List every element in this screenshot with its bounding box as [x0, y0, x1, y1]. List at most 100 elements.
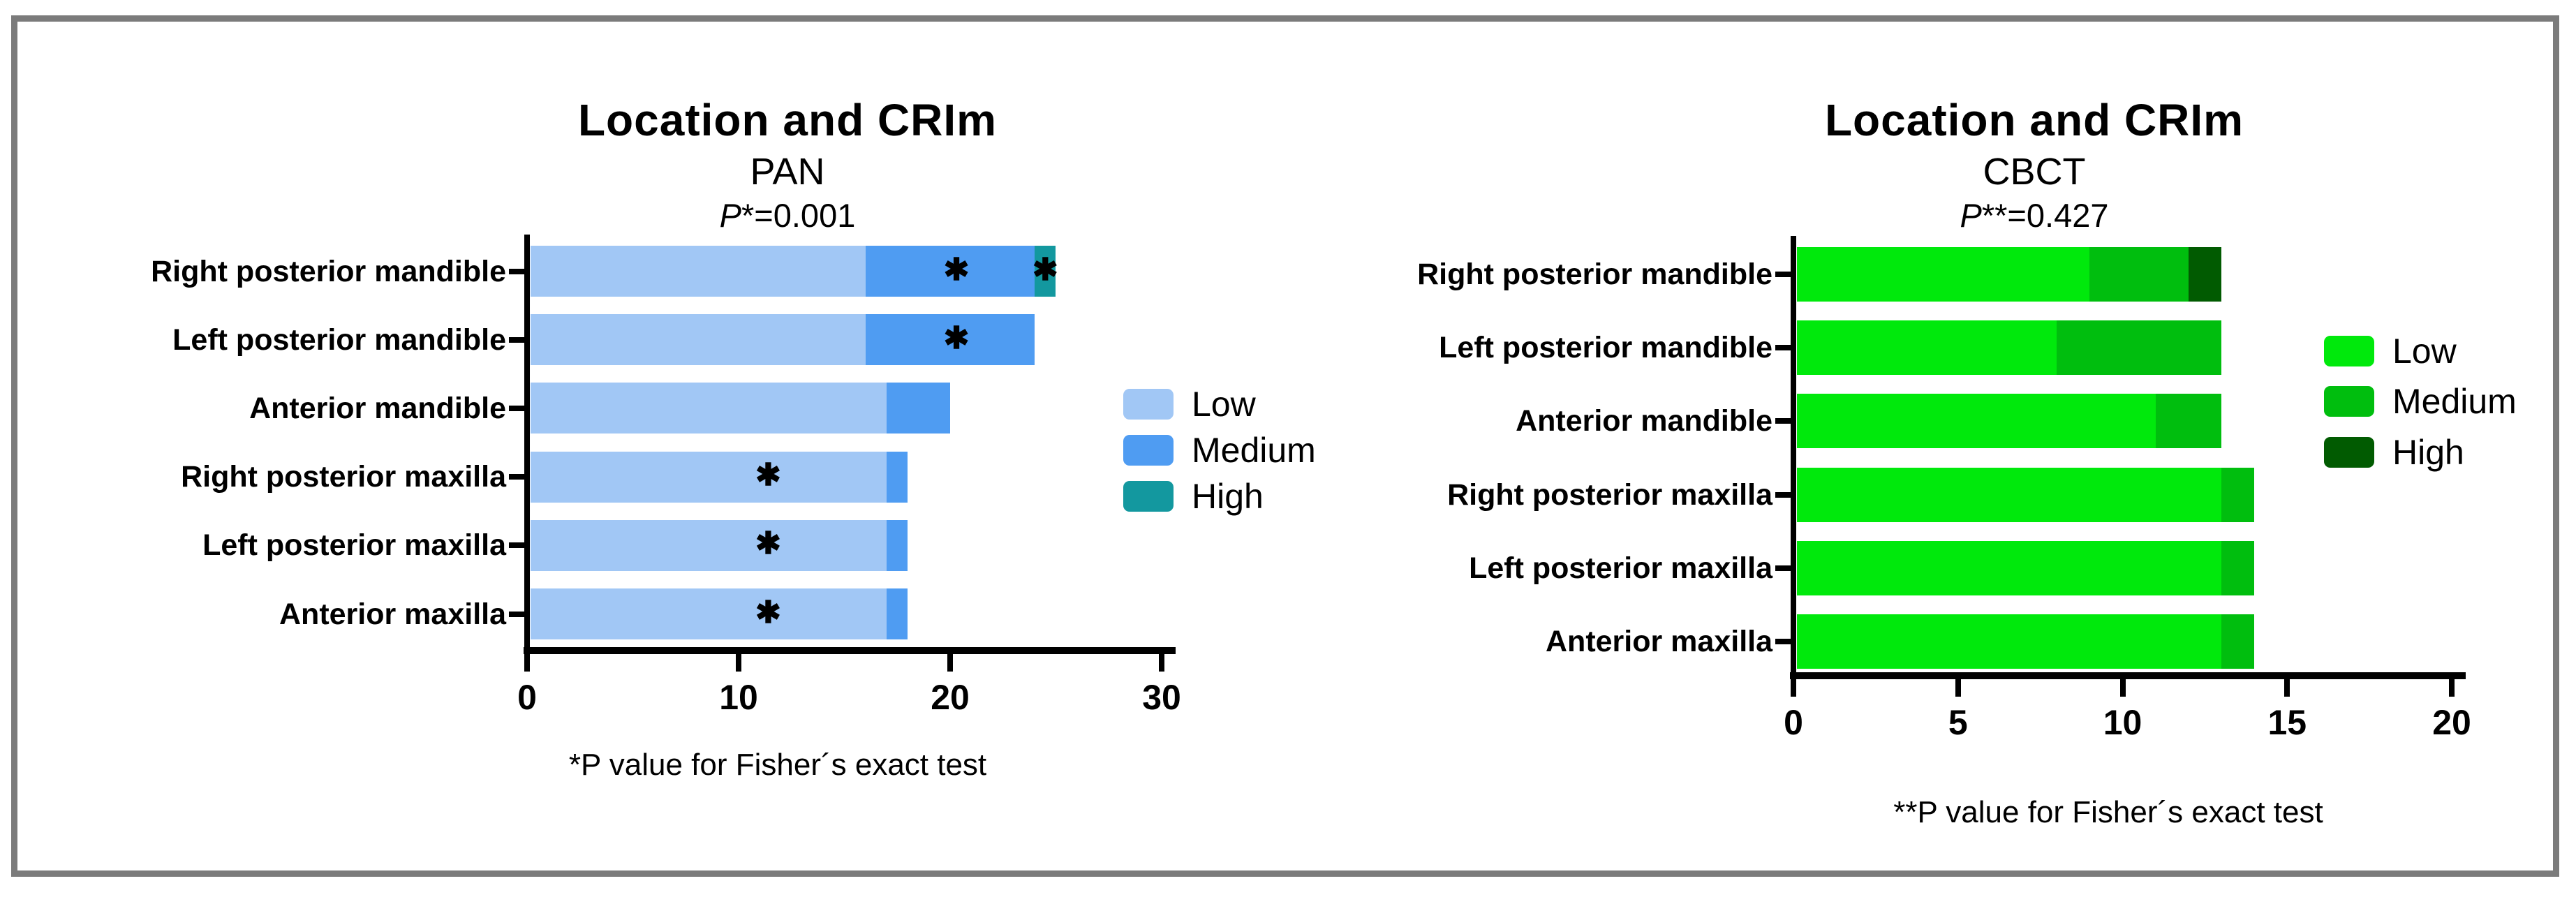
category-label: Anterior maxilla	[279, 597, 506, 631]
bar-segment-low	[1797, 467, 2221, 522]
significance-star: ✱	[755, 526, 781, 561]
bar-segment-medium	[2221, 467, 2255, 522]
x-tick	[2119, 679, 2126, 697]
p-symbol: P	[719, 197, 741, 234]
y-tick	[1775, 418, 1793, 424]
y-tick	[1775, 639, 1793, 644]
bar-segment-medium	[865, 246, 1035, 297]
significance-star: ✱	[943, 320, 970, 355]
legend-label-low: Low	[1192, 385, 1256, 424]
legend-swatch-low	[2324, 336, 2374, 366]
chart-pan: Location and CRIm PAN P*=0.001 Right pos…	[17, 22, 2553, 870]
legend-label-high: High	[1192, 477, 1264, 516]
significance-star: ✱	[755, 458, 781, 493]
x-tick-label: 10	[719, 678, 758, 717]
p-symbol: P	[1960, 197, 1982, 234]
bar-segment-medium	[865, 314, 1035, 366]
bar-segment-low	[1797, 247, 2090, 302]
significance-star: ✱	[1032, 252, 1058, 287]
y-tick	[509, 405, 527, 411]
bar-segment-low	[531, 519, 887, 571]
footnote: *P value for Fisher´s exact test	[568, 748, 987, 782]
bar-segment-medium	[2155, 394, 2221, 449]
y-axis-line	[524, 235, 530, 655]
legend-item-high: High	[2324, 435, 2464, 470]
x-tick-label: 0	[517, 678, 537, 717]
bar-segment-medium	[887, 451, 908, 503]
category-label: Left posterior maxilla	[1469, 551, 1772, 585]
p-value-text: **=0.427	[1981, 197, 2109, 234]
y-axis-line	[1791, 236, 1796, 680]
p-value-label: P*=0.001	[720, 196, 856, 235]
y-tick	[1775, 272, 1793, 277]
bar-segment-low	[1797, 394, 2156, 449]
plot-area-cbct: 0 5 10 15 20	[17, 22, 2553, 870]
x-tick	[1791, 679, 1796, 697]
x-axis-line	[1790, 672, 2466, 679]
x-tick-label: 10	[2103, 703, 2142, 742]
bar-segment-medium	[2221, 540, 2255, 595]
y-tick	[509, 336, 527, 343]
x-tick-label: 0	[1784, 703, 1803, 742]
bar-segment-high	[2188, 247, 2221, 302]
bar-segment-low	[531, 246, 866, 297]
y-tick	[509, 542, 527, 549]
legend-label-high: High	[2392, 433, 2464, 472]
x-tick	[947, 653, 953, 672]
x-tick	[1159, 653, 1164, 672]
category-label: Right posterior maxilla	[181, 460, 506, 494]
category-label: Right posterior mandible	[151, 254, 506, 288]
bar-segment-medium	[2221, 614, 2255, 669]
significance-star: ✱	[943, 252, 970, 287]
bar-segment-medium	[887, 519, 908, 571]
x-tick-label: 30	[1142, 678, 1181, 717]
y-tick	[1775, 565, 1793, 571]
y-tick	[509, 474, 527, 480]
y-tick	[1775, 491, 1793, 498]
legend-item-medium: Medium	[2324, 384, 2517, 419]
bar-segment-low	[1797, 614, 2221, 669]
legend-label-medium: Medium	[1192, 431, 1316, 470]
bar-segment-low	[1797, 540, 2221, 595]
y-tick	[509, 268, 527, 274]
footnote: **P value for Fisher´s exact test	[1893, 795, 2323, 829]
legend-label-medium: Medium	[2392, 382, 2517, 421]
x-tick	[2449, 679, 2455, 697]
category-label: Left posterior maxilla	[202, 528, 506, 563]
chart-subtitle: PAN	[750, 151, 825, 193]
legend-swatch-medium	[2324, 386, 2374, 417]
y-tick	[509, 611, 527, 617]
x-tick-label: 5	[1948, 703, 1968, 742]
significance-star: ✱	[755, 595, 781, 630]
p-value-label: P**=0.427	[1960, 196, 2108, 235]
legend-swatch-low	[1123, 389, 1174, 420]
x-tick	[1955, 679, 1961, 697]
x-tick-label: 15	[2267, 703, 2307, 742]
chart-title: Location and CRIm	[1824, 95, 2244, 145]
category-label: Right posterior maxilla	[1447, 477, 1772, 512]
bar-segment-low	[531, 314, 866, 366]
chart-title: Location and CRIm	[577, 95, 998, 145]
bar-segment-low	[531, 451, 887, 503]
y-tick	[1775, 345, 1793, 351]
x-axis-line	[524, 647, 1176, 654]
figure-frame: Location and CRIm PAN P*=0.001 Right pos…	[11, 15, 2559, 877]
category-label: Left posterior mandible	[1439, 331, 1772, 365]
x-tick	[2284, 679, 2290, 697]
p-value-text: *=0.001	[741, 197, 856, 234]
legend-label-low: Low	[2392, 332, 2457, 371]
category-label: Anterior mandible	[249, 391, 506, 425]
bar-segment-high	[1035, 246, 1056, 297]
x-tick-label: 20	[931, 678, 970, 717]
legend-item-low: Low	[2324, 334, 2457, 369]
legend-swatch-high	[2324, 437, 2374, 468]
x-tick-label: 20	[2432, 703, 2471, 742]
x-tick	[524, 653, 530, 672]
category-label: Anterior mandible	[1516, 404, 1772, 438]
plot-area-pan: 0 10 20 30 ✱ ✱ ✱ ✱ ✱ ✱	[17, 22, 2553, 870]
bar-segment-medium	[2057, 320, 2221, 376]
legend-item-medium: Medium	[1123, 433, 1316, 468]
chart-cbct: Location and CRIm CBCT P**=0.427 Right p…	[17, 22, 2553, 870]
legend-swatch-medium	[1123, 435, 1174, 466]
x-tick	[736, 653, 741, 672]
